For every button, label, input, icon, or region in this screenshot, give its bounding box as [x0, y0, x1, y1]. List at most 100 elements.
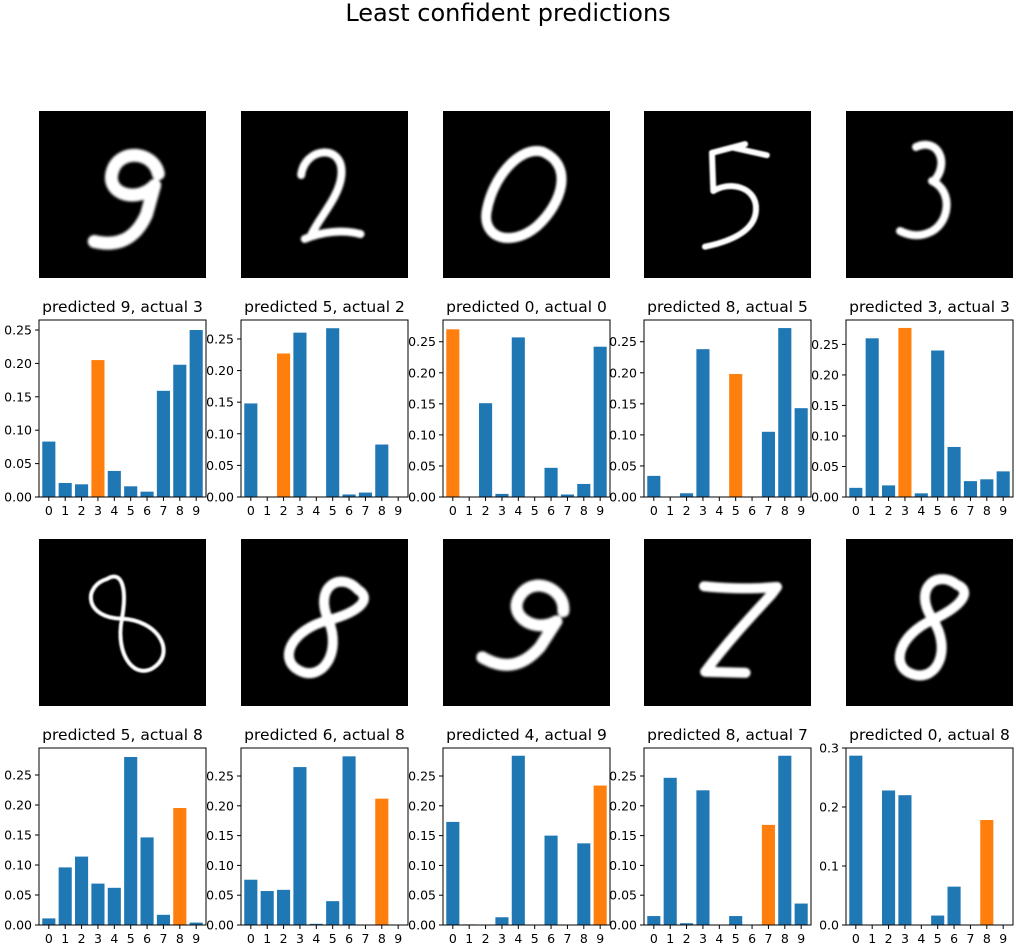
x-tick-label: 2	[78, 503, 86, 518]
y-tick-label: 0.00	[408, 490, 436, 505]
bar-0	[42, 918, 56, 925]
y-tick-label: 0.15	[4, 828, 32, 843]
x-tick-label: 1	[465, 931, 473, 946]
bar-6	[342, 756, 356, 925]
bar-5	[931, 350, 945, 497]
x-tick-label: 6	[547, 931, 555, 946]
probability-chart: predicted 8, actual 5 0 1 2 3 4 5 6 7 8 9 0.00 0.05 0…	[609, 298, 812, 518]
y-tick-label: 0.15	[408, 828, 436, 843]
image-background	[241, 111, 408, 278]
y-tick-label: 0.05	[206, 458, 234, 473]
x-tick-label: 2	[885, 503, 893, 518]
x-tick-label: 0	[852, 931, 860, 946]
axes-frame	[643, 319, 812, 498]
y-tick-label: 0.25	[206, 331, 234, 346]
bar-3	[293, 767, 307, 925]
bar-8	[375, 798, 389, 925]
y-tick-label: 0.00	[206, 490, 234, 505]
x-tick-label: 6	[950, 503, 958, 518]
bar-8	[778, 755, 792, 925]
chart-title: predicted 3, actual 3	[849, 298, 1010, 316]
chart-svg: predicted 3, actual 3 0 1 2 3 4 5 6 7 8 9 0.00 0.05 0…	[811, 298, 1014, 518]
y-tick-label: 0.25	[609, 769, 637, 784]
x-tick-label: 0	[449, 931, 457, 946]
bar-4	[914, 493, 928, 497]
bar-6	[342, 494, 356, 497]
y-tick-label: 0.10	[206, 858, 234, 873]
x-tick-label: 4	[917, 931, 925, 946]
bar-2	[277, 353, 291, 497]
probability-chart: predicted 6, actual 8 0 1 2 3 4 5 6 7 8 9 0.00 0.05 0…	[206, 726, 409, 946]
chart-svg: predicted 5, actual 8 0 1 2 3 4 5 6 7 8 9 0.00 0.05 0…	[4, 726, 207, 946]
x-tick-label: 8	[378, 503, 386, 518]
x-tick-label: 0	[247, 931, 255, 946]
bar-6	[544, 467, 558, 497]
x-tick-label: 9	[596, 931, 604, 946]
x-tick-label: 7	[966, 931, 974, 946]
digit-image	[644, 111, 811, 278]
chart-title: predicted 0, actual 8	[849, 726, 1010, 744]
digit-stroke	[88, 574, 166, 673]
bar-6	[140, 837, 154, 925]
x-tick-label: 1	[61, 931, 69, 946]
axes-frame	[845, 747, 1014, 926]
y-tick-label: 0.20	[4, 798, 32, 813]
bar-0	[849, 487, 863, 497]
probability-chart: predicted 0, actual 8 0 1 2 3 4 5 6 7 8 9 0.0 0.1 0.2…	[819, 726, 1014, 946]
x-tick-label: 7	[764, 931, 772, 946]
y-tick-label: 0.25	[609, 334, 637, 349]
y-tick-label: 0.00	[4, 918, 32, 933]
y-tick-label: 0.10	[4, 423, 32, 438]
x-tick-label: 8	[176, 503, 184, 518]
x-tick-label: 4	[110, 503, 118, 518]
chart-svg: predicted 8, actual 7 0 1 2 3 4 5 6 7 8 9 0.00 0.05 0…	[609, 726, 812, 946]
digit-image	[39, 539, 206, 706]
bar-4	[107, 887, 121, 925]
x-tick-label: 0	[247, 503, 255, 518]
bar-1	[58, 482, 72, 497]
x-tick-label: 4	[514, 931, 522, 946]
y-tick-label: 0.10	[609, 427, 637, 442]
bar-3	[495, 493, 509, 497]
bar-9	[996, 471, 1010, 497]
digit-stroke	[481, 146, 567, 244]
image-background	[443, 111, 610, 278]
x-tick-label: 7	[563, 931, 571, 946]
x-tick-label: 3	[94, 503, 102, 518]
bar-5	[729, 374, 743, 497]
x-tick-label: 6	[547, 503, 555, 518]
x-tick-label: 7	[764, 503, 772, 518]
x-tick-label: 3	[296, 931, 304, 946]
bar-2	[882, 790, 896, 925]
x-tick-label: 9	[999, 503, 1007, 518]
y-tick-label: 0.20	[408, 365, 436, 380]
bar-1	[260, 891, 274, 925]
bar-5	[326, 901, 340, 925]
x-tick-label: 2	[280, 931, 288, 946]
x-tick-label: 6	[950, 931, 958, 946]
x-tick-label: 5	[934, 503, 942, 518]
x-tick-label: 9	[999, 931, 1007, 946]
x-tick-label: 1	[868, 503, 876, 518]
axes-frame	[442, 319, 611, 498]
bar-8	[980, 479, 994, 497]
digit-stroke	[87, 148, 165, 250]
x-tick-label: 8	[781, 931, 789, 946]
x-tick-label: 2	[78, 931, 86, 946]
x-tick-label: 6	[143, 931, 151, 946]
x-tick-label: 5	[732, 931, 740, 946]
x-tick-label: 1	[666, 931, 674, 946]
y-tick-label: 0.15	[609, 396, 637, 411]
digit-image	[241, 539, 408, 706]
chart-svg: predicted 9, actual 3 0 1 2 3 4 5 6 7 8 9 0.00 0.05 0…	[4, 298, 207, 518]
digit-stroke	[284, 576, 369, 679]
bar-2	[75, 856, 89, 925]
axes-frame	[442, 747, 611, 926]
bar-7	[156, 914, 170, 925]
x-tick-label: 7	[966, 503, 974, 518]
y-tick-label: 0.05	[408, 458, 436, 473]
bar-6	[544, 835, 558, 925]
bar-3	[898, 327, 912, 497]
bar-7	[358, 492, 372, 497]
bar-4	[309, 923, 323, 925]
